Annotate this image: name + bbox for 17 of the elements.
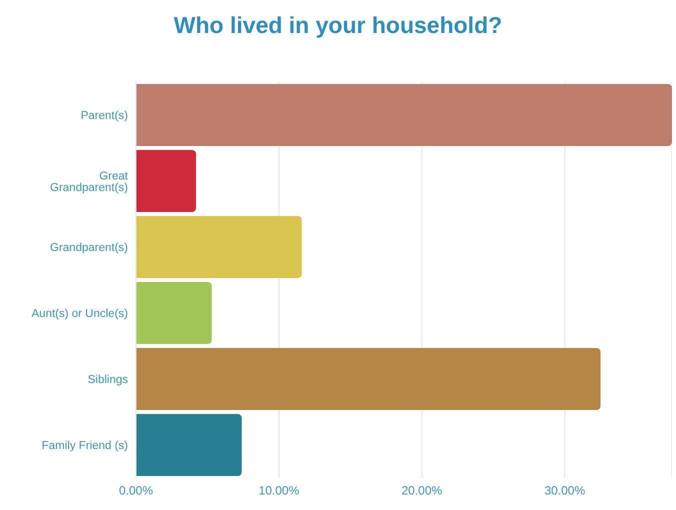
bar xyxy=(136,282,212,344)
chart-title: Who lived in your household? xyxy=(172,11,504,40)
x-tick-label: 20.00% xyxy=(402,484,443,498)
bar xyxy=(136,84,672,146)
bar xyxy=(136,414,242,476)
y-tick-label: Parent(s) xyxy=(80,110,128,122)
bar xyxy=(136,348,601,410)
x-tick-label: 10.00% xyxy=(258,484,300,498)
y-tick-label: Siblings xyxy=(88,374,128,386)
x-tick-label: 30.00% xyxy=(544,484,586,498)
y-tick-label: Great Grandparent(s) xyxy=(50,170,129,194)
y-tick-label: Grandparent(s) xyxy=(50,242,128,254)
bar xyxy=(136,216,302,278)
x-tick-label: 0.00% xyxy=(118,484,154,498)
y-tick-label: Aunt(s) or Uncle(s) xyxy=(32,308,128,320)
y-tick-label: Family Friend (s) xyxy=(42,440,128,452)
bar xyxy=(136,150,196,212)
